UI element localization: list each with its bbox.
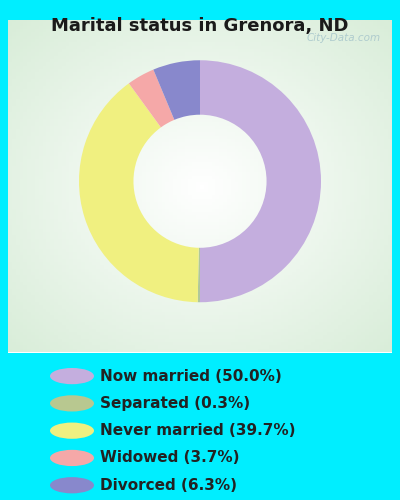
Circle shape <box>50 477 94 494</box>
Wedge shape <box>198 248 200 302</box>
Circle shape <box>50 422 94 439</box>
Text: Separated (0.3%): Separated (0.3%) <box>100 396 250 411</box>
Wedge shape <box>153 60 200 120</box>
Wedge shape <box>129 70 174 128</box>
Text: City-Data.com: City-Data.com <box>306 34 380 43</box>
Circle shape <box>50 368 94 384</box>
Wedge shape <box>79 84 199 302</box>
Circle shape <box>50 396 94 411</box>
Text: Now married (50.0%): Now married (50.0%) <box>100 368 282 384</box>
Wedge shape <box>200 60 321 302</box>
Text: Marital status in Grenora, ND: Marital status in Grenora, ND <box>51 18 349 36</box>
Circle shape <box>50 450 94 466</box>
Text: Divorced (6.3%): Divorced (6.3%) <box>100 478 237 493</box>
Text: Widowed (3.7%): Widowed (3.7%) <box>100 450 240 466</box>
Text: Never married (39.7%): Never married (39.7%) <box>100 423 296 438</box>
